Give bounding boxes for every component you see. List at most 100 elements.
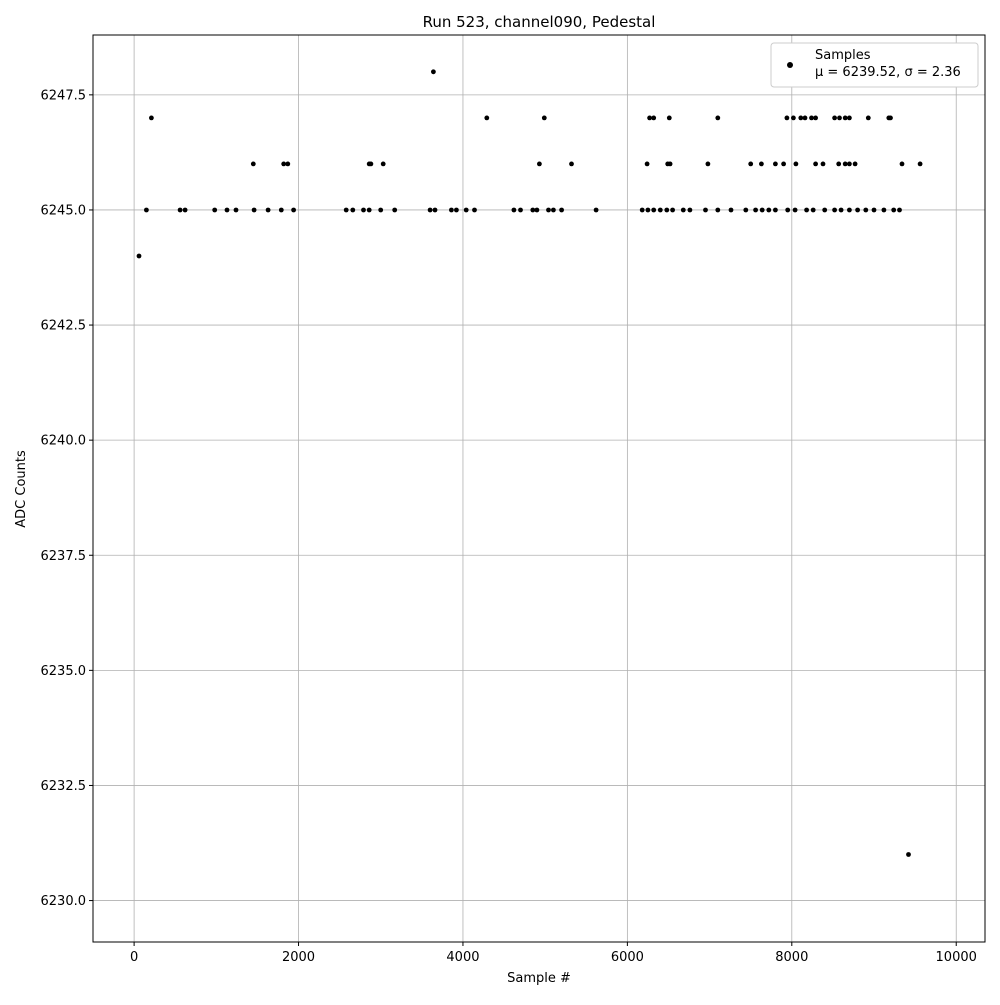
x-tick-label: 10000	[936, 950, 977, 965]
x-axis-label: Sample #	[507, 971, 571, 986]
data-point	[728, 207, 734, 213]
data-point	[366, 207, 372, 213]
data-point	[265, 207, 271, 213]
data-point	[518, 207, 523, 213]
data-point	[820, 161, 826, 167]
y-tick-label: 6242.5	[41, 319, 87, 334]
data-point	[667, 161, 673, 167]
y-tick-label: 6245.0	[41, 203, 87, 218]
data-point	[766, 207, 772, 213]
data-point	[281, 161, 287, 167]
x-tick-label: 6000	[611, 950, 644, 965]
legend: Samples μ = 6239.52, σ = 2.36	[770, 42, 979, 88]
data-point	[793, 161, 799, 167]
data-point	[759, 161, 764, 167]
data-point	[149, 115, 154, 121]
data-point	[537, 161, 542, 167]
data-point	[813, 161, 818, 167]
axis-ticks: 0 2000 4000 6000 8000 10000 6230.0 6232.5 6235.0…	[41, 88, 977, 965]
data-point	[871, 207, 877, 213]
chart-title: Run 523, channel090, Pedestal	[423, 13, 656, 31]
data-point	[822, 207, 828, 213]
data-point	[759, 207, 765, 213]
data-point	[897, 207, 902, 213]
data-point	[832, 115, 837, 121]
data-point	[842, 161, 848, 167]
y-tick-label: 6247.5	[41, 88, 87, 103]
data-point	[881, 207, 887, 213]
legend-box	[770, 42, 979, 88]
data-point	[177, 207, 183, 213]
legend-series-label: Samples	[815, 48, 871, 63]
data-point	[427, 207, 433, 213]
data-point	[802, 115, 808, 121]
data-point	[810, 207, 816, 213]
data-point	[559, 207, 564, 213]
data-point	[666, 115, 672, 121]
data-point	[233, 207, 239, 213]
data-point	[899, 161, 905, 167]
data-point	[798, 115, 804, 121]
data-point	[212, 207, 218, 213]
data-point	[541, 115, 547, 121]
data-point	[687, 207, 693, 213]
data-point	[784, 115, 790, 121]
data-point	[705, 161, 711, 167]
data-point	[906, 852, 911, 857]
data-point	[645, 207, 651, 213]
data-point	[569, 161, 574, 167]
data-point	[251, 207, 257, 213]
data-point	[530, 207, 536, 213]
data-point	[670, 207, 675, 213]
data-points	[136, 69, 923, 857]
data-point	[380, 161, 386, 167]
data-point	[809, 115, 814, 121]
data-point	[639, 207, 645, 213]
data-point	[785, 207, 791, 213]
data-point	[836, 161, 842, 167]
data-point	[593, 207, 599, 213]
data-point	[791, 115, 796, 121]
data-point	[250, 161, 256, 167]
data-point	[546, 207, 551, 213]
y-tick-label: 6235.0	[41, 664, 87, 679]
data-point	[842, 115, 848, 121]
y-tick-label: 6230.0	[41, 894, 87, 909]
data-point	[847, 115, 852, 121]
data-point	[647, 115, 652, 121]
data-point	[855, 207, 860, 213]
data-point	[748, 161, 754, 167]
data-point	[144, 207, 149, 213]
data-point	[432, 207, 438, 213]
y-tick-label: 6232.5	[41, 779, 87, 794]
data-point	[551, 207, 556, 213]
plot-area-frame	[92, 34, 986, 943]
y-axis-label: ADC Counts	[14, 450, 29, 528]
x-tick-label: 8000	[775, 950, 808, 965]
data-point	[743, 207, 749, 213]
data-point	[511, 207, 517, 213]
data-point	[368, 161, 374, 167]
data-point	[680, 207, 686, 213]
data-point	[651, 207, 657, 213]
data-point	[888, 115, 893, 121]
data-point	[865, 115, 871, 121]
data-point	[813, 115, 818, 121]
data-point	[224, 207, 230, 213]
x-tick-label: 2000	[282, 950, 315, 965]
data-point	[361, 207, 366, 213]
data-point	[449, 207, 454, 213]
data-point	[715, 115, 721, 121]
data-point	[837, 115, 842, 121]
legend-stats-label: μ = 6239.52, σ = 2.36	[815, 65, 961, 80]
data-point	[847, 207, 852, 213]
data-point	[847, 161, 852, 167]
data-point	[431, 69, 436, 75]
data-point	[644, 161, 650, 167]
data-point	[804, 207, 809, 213]
data-point	[291, 207, 296, 213]
data-point	[917, 161, 923, 167]
data-point	[715, 207, 721, 213]
data-point	[651, 115, 657, 121]
